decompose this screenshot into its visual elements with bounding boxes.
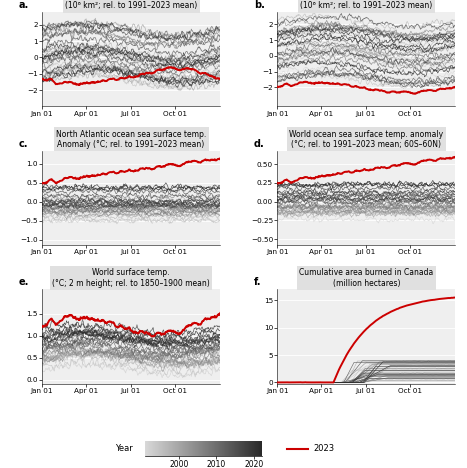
Title: Global sea ice extent
(10⁶ km²; rel. to 1991–2023 mean): Global sea ice extent (10⁶ km²; rel. to …: [300, 0, 432, 10]
Text: c.: c.: [19, 139, 28, 149]
Title: North Atlantic ocean sea surface temp.
Anomaly (°C; rel. to 1991–2023 mean): North Atlantic ocean sea surface temp. A…: [56, 130, 206, 149]
Text: a.: a.: [19, 0, 29, 10]
Title: Cumulative area burned in Canada
(million hectares): Cumulative area burned in Canada (millio…: [299, 269, 433, 288]
Text: b.: b.: [254, 0, 265, 10]
Text: f.: f.: [254, 278, 262, 287]
Text: 2023: 2023: [314, 444, 335, 453]
Text: Year: Year: [115, 444, 133, 453]
Text: e.: e.: [19, 278, 29, 287]
Title: Antarctic sea ice extent
(10⁶ km²; rel. to 1991–2023 mean): Antarctic sea ice extent (10⁶ km²; rel. …: [65, 0, 197, 10]
Title: World ocean sea surface temp. anomaly
(°C; rel. to 1991–2023 mean; 60S–60N): World ocean sea surface temp. anomaly (°…: [289, 130, 443, 149]
Title: World surface temp.
(°C; 2 m height; rel. to 1850–1900 mean): World surface temp. (°C; 2 m height; rel…: [52, 269, 210, 288]
Text: d.: d.: [254, 139, 265, 149]
